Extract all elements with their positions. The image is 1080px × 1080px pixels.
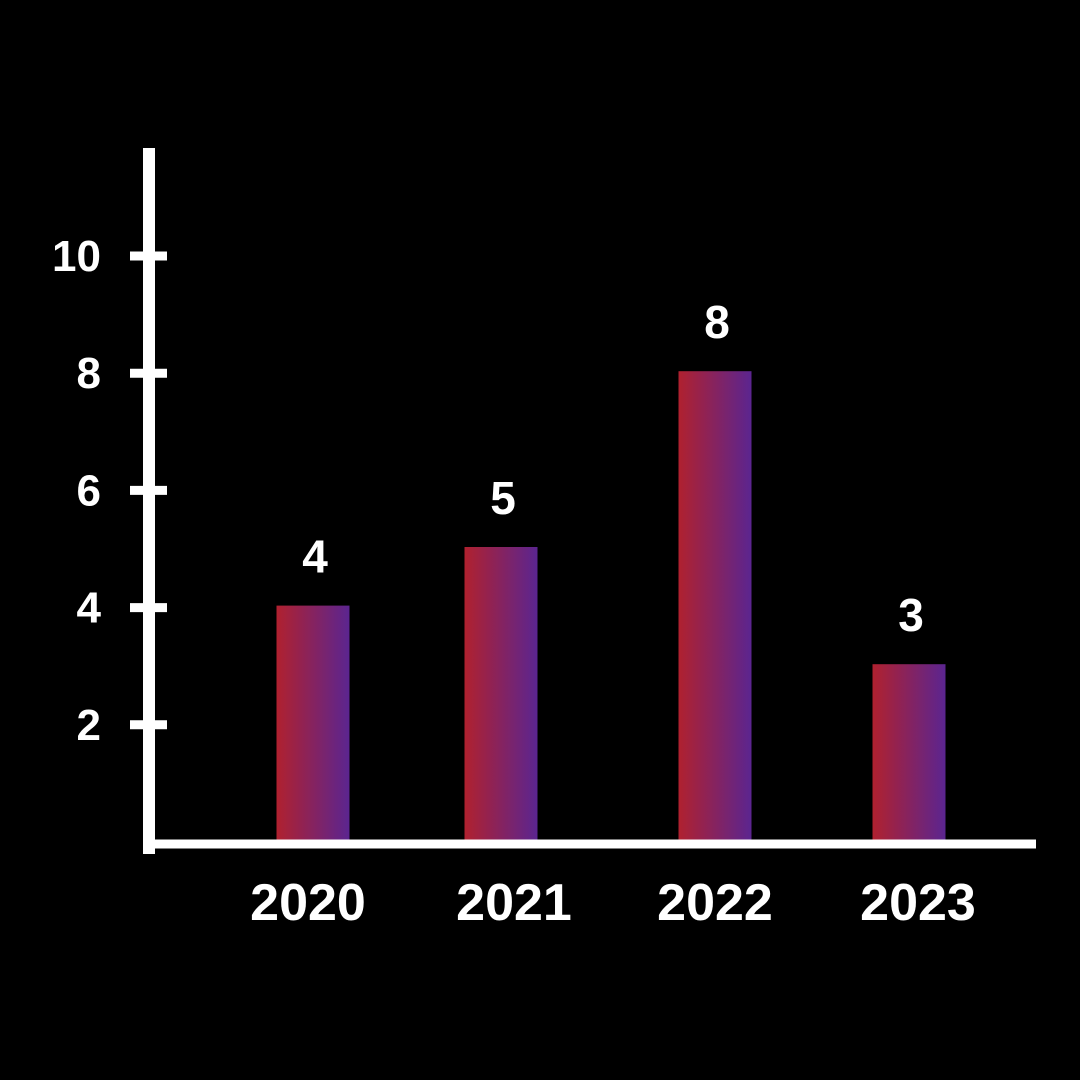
y-tick-label-2: 2 [77,701,101,750]
category-label-2021: 2021 [456,874,572,932]
bar-2023 [872,664,946,840]
data-label-2023: 3 [898,589,924,641]
axis-layer [143,148,1036,854]
y-ticks: 2 4 6 8 10 [52,232,167,750]
data-label-2022: 8 [704,296,730,348]
data-label-2021: 5 [490,472,516,524]
bars-layer [276,371,946,840]
bar-2022 [678,371,752,840]
category-label-2023: 2023 [860,874,976,932]
bar-2021 [464,547,538,840]
category-label-2022: 2022 [657,874,773,932]
bar-2020 [276,605,350,840]
y-tick-label-8: 8 [77,349,101,398]
x-category-labels: 2020 2021 2022 2023 [250,874,976,932]
data-labels: 4 5 8 3 [302,296,924,641]
y-tick-label-10: 10 [52,232,101,281]
data-label-2020: 4 [302,531,328,583]
category-label-2020: 2020 [250,874,366,932]
y-tick-label-6: 6 [77,466,101,515]
y-tick-label-4: 4 [77,584,102,633]
